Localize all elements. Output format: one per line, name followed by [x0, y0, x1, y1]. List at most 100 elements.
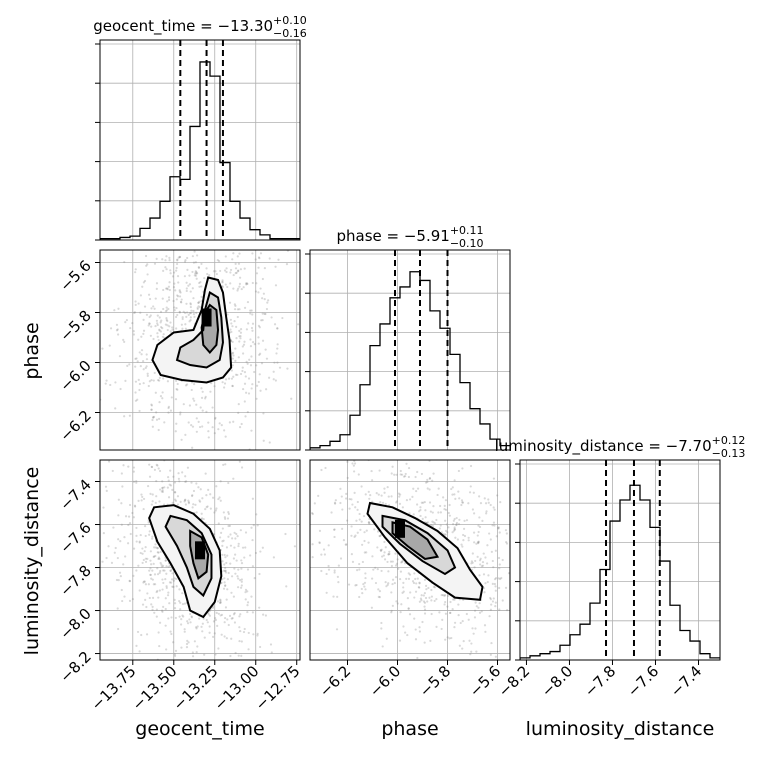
sample-point	[196, 307, 199, 311]
sample-point	[290, 397, 293, 400]
sample-point	[184, 480, 187, 483]
sample-point	[403, 453, 405, 455]
ytick-label-phase-2: −5.8	[56, 307, 94, 345]
sample-point	[251, 497, 254, 500]
sample-point	[333, 571, 336, 574]
sample-point	[194, 503, 197, 506]
sample-point	[158, 488, 162, 491]
sample-point	[214, 616, 217, 620]
sample-point	[189, 290, 192, 293]
sample-point	[302, 495, 304, 497]
sample-point	[200, 625, 203, 628]
sample-point	[375, 492, 378, 495]
sample-point	[381, 645, 384, 648]
sample-point	[212, 496, 215, 499]
sample-point	[134, 357, 137, 360]
sample-point	[520, 630, 522, 632]
sample-point	[215, 272, 218, 276]
sample-point	[276, 343, 279, 346]
sample-point	[297, 323, 300, 326]
sample-point	[477, 530, 480, 534]
sample-point	[228, 524, 232, 527]
sample-point	[265, 357, 269, 360]
sample-point	[416, 656, 419, 660]
sample-point	[216, 600, 220, 603]
sample-point	[251, 383, 254, 386]
sample-point	[137, 338, 140, 341]
sample-point	[263, 267, 266, 270]
sample-point	[404, 472, 407, 476]
sample-point	[189, 621, 192, 624]
sample-point	[152, 416, 155, 419]
sample-point	[204, 508, 207, 511]
sample-point	[549, 565, 551, 567]
sample-point	[150, 307, 153, 310]
sample-point	[181, 317, 184, 321]
contour-level-2	[200, 303, 220, 355]
sample-point	[213, 432, 216, 435]
sample-point	[163, 413, 165, 415]
sample-point	[226, 517, 230, 520]
sample-point	[157, 557, 160, 561]
sample-point	[460, 543, 463, 546]
sample-point	[361, 592, 364, 595]
sample-point	[149, 550, 152, 553]
sample-point	[186, 622, 190, 625]
sample-point	[175, 315, 178, 319]
sample-point	[167, 617, 170, 620]
sample-point	[202, 517, 205, 521]
sample-point	[238, 308, 241, 311]
sample-point	[173, 282, 176, 285]
contour-level-1	[175, 290, 224, 369]
sample-point	[169, 269, 172, 272]
sample-point	[469, 672, 471, 674]
title-plus: +0.12	[712, 434, 746, 447]
sample-point	[370, 606, 373, 609]
sample-point	[461, 647, 464, 650]
sample-point	[151, 418, 154, 422]
sample-point	[339, 557, 343, 560]
sample-point	[120, 502, 123, 505]
sample-point	[167, 411, 170, 414]
sample-point	[494, 577, 498, 580]
sample-point	[149, 567, 152, 570]
sample-point	[511, 611, 513, 613]
sample-point	[373, 528, 376, 531]
sample-point	[233, 308, 237, 311]
sample-point	[432, 585, 436, 588]
sample-point	[185, 646, 189, 649]
sample-point	[458, 518, 461, 521]
sample-point	[531, 548, 533, 550]
sample-point	[101, 347, 104, 350]
sample-point	[236, 308, 240, 311]
sample-point	[384, 502, 387, 506]
sample-point	[427, 424, 429, 426]
sample-point	[358, 512, 361, 516]
sample-point	[424, 664, 426, 666]
sample-point	[173, 598, 176, 602]
sample-point	[463, 534, 467, 538]
sample-point	[239, 579, 242, 582]
sample-point	[457, 522, 461, 526]
sample-point	[461, 467, 464, 470]
sample-point	[481, 519, 484, 522]
sample-point	[232, 477, 235, 480]
sample-point	[462, 527, 466, 530]
sample-point	[102, 532, 105, 535]
sample-point	[196, 254, 199, 257]
sample-point	[353, 462, 357, 465]
sample-point	[234, 537, 237, 540]
frame-hist-phase	[309, 249, 511, 451]
sample-point	[165, 287, 168, 290]
density-peak-cell	[201, 308, 212, 327]
histogram-phase	[310, 271, 510, 450]
sample-point	[157, 467, 160, 470]
sample-point	[150, 325, 153, 328]
sample-point	[237, 542, 240, 545]
sample-point	[413, 617, 416, 620]
sample-point	[478, 525, 482, 529]
sample-point	[542, 539, 544, 541]
sample-point	[251, 341, 255, 344]
sample-point	[238, 335, 241, 338]
sample-point	[148, 533, 151, 536]
